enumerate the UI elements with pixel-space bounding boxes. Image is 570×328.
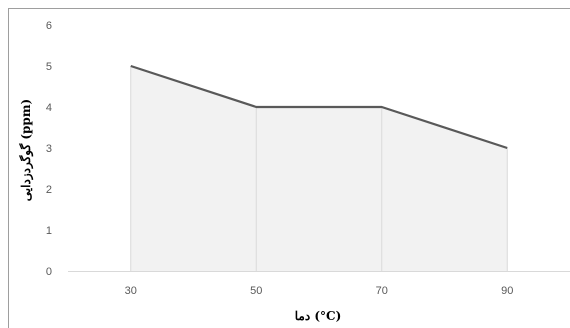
x-tick-label: 70 xyxy=(376,285,388,297)
plot-area xyxy=(68,64,570,272)
y-tick-labels: 0 1 2 3 4 5 6 xyxy=(46,20,52,278)
y-tick-label: 1 xyxy=(46,225,52,237)
y-axis-title: گوگردزدایی (ppm) xyxy=(18,99,34,201)
x-axis-title: دما (°C) xyxy=(295,309,342,323)
x-tick-labels: 30 50 70 90 xyxy=(125,285,514,297)
area-fill xyxy=(130,66,508,271)
y-tick-label: 5 xyxy=(46,61,52,73)
y-tick-label: 2 xyxy=(46,184,52,196)
series-line xyxy=(130,64,508,150)
y-tick-label: 0 xyxy=(46,266,52,278)
y-tick-label: 3 xyxy=(46,143,52,155)
y-tick-label: 4 xyxy=(46,102,52,114)
x-tick-label: 90 xyxy=(501,285,513,297)
y-tick-label: 6 xyxy=(46,20,52,32)
x-tick-label: 30 xyxy=(125,285,137,297)
x-tick-label: 50 xyxy=(250,285,262,297)
